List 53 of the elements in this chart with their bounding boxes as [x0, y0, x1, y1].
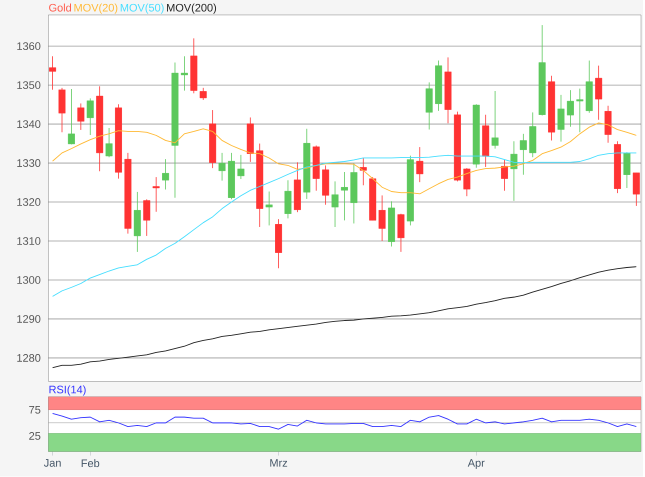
- y-tick-label: 1280: [17, 354, 40, 362]
- candlestick: [566, 90, 574, 128]
- candlestick: [77, 103, 84, 131]
- candlestick: [492, 90, 499, 150]
- candlestick: [416, 146, 424, 183]
- x-tick-label: Feb: [82, 459, 100, 468]
- y-tick-label: 1360: [17, 42, 40, 50]
- y-tick-label: 1290: [17, 315, 40, 324]
- candlestick: [604, 106, 612, 144]
- candlestick: [152, 176, 160, 212]
- candlestick: [218, 152, 226, 182]
- candlestick: [332, 181, 339, 228]
- y-tick-label: 75: [29, 406, 40, 414]
- y-tick-label: 1330: [17, 159, 40, 168]
- candlestick: [501, 160, 508, 192]
- y-tick-label: 1300: [17, 276, 40, 284]
- candlestick: [397, 214, 404, 253]
- candlestick: [463, 168, 470, 197]
- candlestick: [576, 88, 584, 133]
- y-tick-label: 1340: [17, 120, 40, 128]
- y-tick-label: 1310: [17, 237, 40, 246]
- candlestick: [162, 158, 170, 190]
- x-tick-label: Apr: [468, 459, 485, 470]
- candlestick: [200, 88, 207, 101]
- candlestick: [180, 56, 188, 92]
- candlestick: [284, 180, 292, 220]
- text: MOV(50): [120, 4, 164, 14]
- y-tick-label: 1350: [17, 81, 40, 90]
- candlestick: [86, 98, 94, 136]
- candlestick: [106, 128, 113, 158]
- candlestick: [340, 172, 348, 221]
- candlestick: [520, 134, 527, 176]
- candlestick: [49, 56, 56, 90]
- candlestick: [426, 82, 433, 130]
- candlestick: [595, 65, 602, 120]
- series-label: RSI(14): [49, 386, 86, 396]
- candlestick: [360, 158, 367, 186]
- candlestick: [378, 195, 386, 242]
- candlestick: [632, 172, 640, 207]
- x-tick-label: Mrz: [270, 459, 288, 467]
- candlestick: [237, 154, 244, 180]
- y-tick-label: 25: [29, 432, 40, 440]
- text: MOV(20): [74, 4, 118, 14]
- candlestick: [623, 152, 630, 189]
- text: Gold: [49, 4, 72, 12]
- candlestick: [143, 199, 150, 237]
- candlestick: [266, 191, 273, 226]
- x-tick-label: Jan: [44, 459, 61, 467]
- candlestick: [58, 88, 66, 133]
- candlestick: [68, 88, 75, 145]
- y-tick-label: 1320: [17, 198, 40, 206]
- text: MOV(200): [167, 4, 216, 14]
- candlestick: [557, 94, 564, 142]
